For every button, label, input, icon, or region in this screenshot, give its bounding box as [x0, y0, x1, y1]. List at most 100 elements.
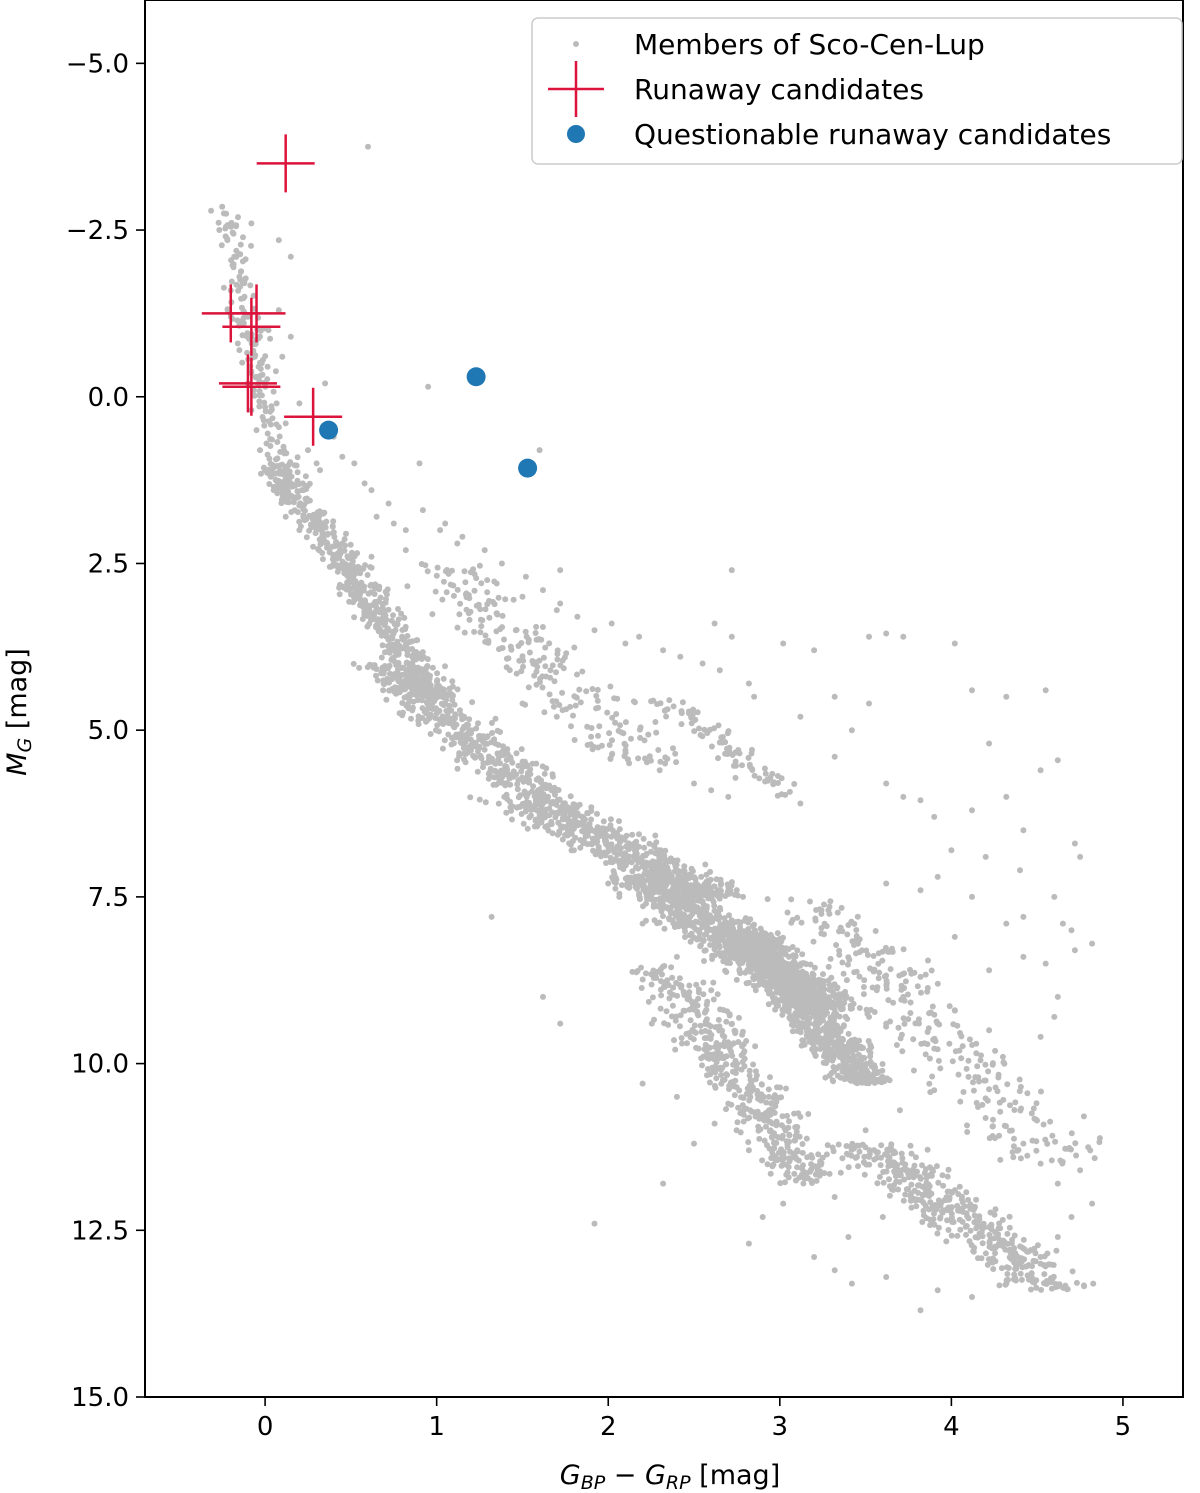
- member-point: [630, 842, 637, 849]
- member-point: [767, 1118, 774, 1125]
- member-point: [317, 541, 324, 548]
- member-point: [796, 1174, 803, 1181]
- member-point: [879, 1061, 886, 1067]
- member-point: [614, 695, 621, 702]
- member-point: [966, 1036, 973, 1043]
- member-point: [701, 1035, 708, 1042]
- member-point: [575, 821, 582, 828]
- member-point: [759, 931, 766, 938]
- member-point: [258, 360, 265, 367]
- member-point: [1053, 1247, 1060, 1254]
- member-point: [458, 740, 465, 747]
- member-point: [685, 993, 692, 1000]
- member-point: [547, 667, 554, 674]
- member-point: [856, 1142, 863, 1149]
- member-point: [439, 745, 446, 752]
- member-point: [686, 896, 693, 903]
- member-point: [739, 1059, 746, 1065]
- member-point: [794, 947, 801, 954]
- member-point: [770, 1095, 777, 1101]
- member-point: [549, 771, 556, 778]
- member-point: [699, 1062, 705, 1069]
- member-point: [908, 1204, 915, 1211]
- member-point: [408, 666, 415, 673]
- member-point: [353, 590, 359, 597]
- member-point: [796, 986, 803, 993]
- member-point: [656, 919, 663, 926]
- member-point: [731, 938, 738, 945]
- member-point: [707, 926, 714, 933]
- member-point: [841, 999, 848, 1006]
- member-point: [324, 531, 331, 538]
- member-point: [356, 664, 363, 671]
- member-point: [707, 934, 714, 941]
- member-point: [251, 353, 258, 360]
- member-point: [925, 1025, 932, 1032]
- member-point: [400, 637, 407, 643]
- member-point: [992, 1135, 998, 1142]
- member-point: [293, 462, 300, 469]
- member-point: [303, 534, 310, 541]
- member-point: [658, 908, 665, 915]
- member-point: [669, 902, 676, 908]
- member-point: [758, 1091, 765, 1098]
- member-point: [839, 1006, 846, 1012]
- member-point: [699, 907, 706, 914]
- member-point: [495, 594, 502, 601]
- member-point: [623, 832, 630, 839]
- member-point: [612, 719, 619, 726]
- member-point: [330, 530, 337, 537]
- member-point: [660, 913, 666, 920]
- member-point: [386, 687, 393, 694]
- member-point: [644, 896, 651, 903]
- member-point: [478, 623, 485, 630]
- member-point: [524, 772, 531, 779]
- member-point: [818, 1002, 825, 1009]
- member-point: [539, 806, 546, 813]
- member-point: [346, 587, 353, 593]
- member-point: [752, 1076, 759, 1083]
- member-point: [526, 814, 533, 821]
- member-point: [385, 642, 392, 649]
- member-point: [839, 1035, 846, 1042]
- member-point: [789, 944, 796, 950]
- member-point: [248, 220, 255, 227]
- member-point: [1072, 1140, 1079, 1147]
- member-point: [454, 624, 461, 631]
- member-point: [679, 885, 686, 892]
- member-point: [497, 760, 503, 767]
- member-point: [673, 759, 680, 766]
- member-point: [826, 910, 833, 917]
- member-point: [713, 1075, 720, 1082]
- member-point: [574, 671, 580, 678]
- member-point: [739, 958, 746, 965]
- member-point: [955, 1071, 962, 1078]
- member-point: [390, 612, 396, 619]
- member-point: [990, 1116, 996, 1123]
- member-point: [270, 465, 277, 472]
- member-point: [828, 1048, 835, 1054]
- member-point: [755, 1127, 762, 1134]
- member-point: [530, 783, 537, 790]
- member-point: [709, 1066, 716, 1073]
- member-point: [398, 610, 405, 617]
- member-point: [352, 584, 359, 591]
- member-point: [541, 770, 548, 777]
- member-point: [920, 1207, 927, 1214]
- member-point: [523, 633, 530, 640]
- member-point: [676, 1023, 683, 1030]
- member-point: [1030, 1278, 1037, 1285]
- member-point: [824, 1009, 830, 1016]
- member-point: [856, 1148, 863, 1155]
- member-point: [992, 1084, 999, 1091]
- member-point: [1004, 1271, 1011, 1277]
- member-point: [518, 746, 525, 753]
- member-point: [986, 1239, 993, 1245]
- member-point: [943, 1197, 950, 1203]
- member-point: [584, 723, 591, 730]
- member-point: [793, 1128, 800, 1135]
- member-point: [714, 1024, 721, 1031]
- member-point: [825, 963, 832, 970]
- member-point: [714, 991, 721, 998]
- member-point: [827, 955, 834, 962]
